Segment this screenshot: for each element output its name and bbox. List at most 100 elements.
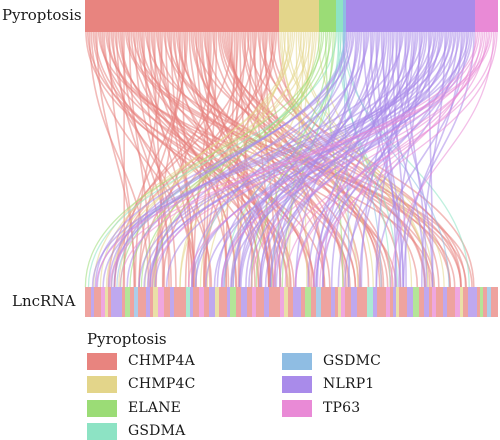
lncrna-node [447,287,450,317]
lncrna-node [419,287,424,317]
lncrna-node [215,287,219,317]
legend-label-nlrp1: NLRP1 [323,376,374,392]
lncrna-node [377,287,380,317]
lncrna-node [321,287,326,317]
lncrna-node [91,287,94,317]
lncrna-node [174,287,180,317]
lncrna-node [393,287,396,317]
pyroptosis-node-tp63 [475,0,498,32]
lncrna-node [424,287,429,317]
lncrna-node [477,287,480,317]
lncrna-node [190,287,193,317]
lncrna-node [468,287,473,317]
lncrna-node [450,287,455,317]
lncrna-node [111,287,116,317]
lncrna-node [108,287,111,317]
lncrna-node [436,287,439,317]
lncrna-node [367,287,373,317]
lncrna-node [311,287,316,317]
lncrna-node [164,287,170,317]
lncrna-node [460,287,463,317]
lncrna-node [487,287,491,317]
lncrna-node [439,287,443,317]
lncrna-node [158,287,164,317]
lncrna-node [351,287,357,317]
lncrna-node [407,287,413,317]
lncrna-node [196,287,199,317]
lncrna-node [480,287,483,317]
pyroptosis-node-gsdmc [343,0,346,32]
lncrna-node [491,287,494,317]
lncrna-node [141,287,146,317]
lncrna-node [380,287,386,317]
legend-swatch-nlrp1 [282,376,312,393]
lncrna-node [146,287,150,317]
legend-label-tp63: TP63 [323,400,360,416]
lncrna-node [236,287,241,317]
pyroptosis-node-gsdma [336,0,343,32]
pyroptosis-node-nlrp1 [346,0,475,32]
lncrna-node [316,287,321,317]
lncrna-node [483,287,487,317]
lncrna-node [396,287,399,317]
legend-label-elane: ELANE [128,400,181,416]
lncrna-node [331,287,335,317]
lncrna-node [199,287,204,317]
pyroptosis-node-elane [319,0,336,32]
lncrna-node [261,287,264,317]
lncrna-node [122,287,125,317]
lncrna-node [399,287,403,317]
legend-swatch-gsdmc [282,353,312,370]
lncrna-node [98,287,101,317]
lncrna-node [494,287,498,317]
legend-swatch-gsdma [87,423,117,440]
lncrna-node [341,287,345,317]
pyroptosis-node-bar [85,0,498,32]
lncrna-node [463,287,468,317]
legend-item-nlrp1: NLRP1 [282,375,374,393]
lncrna-node [443,287,447,317]
lncrna-node [357,287,363,317]
lncrna-node [105,287,108,317]
lncrna-node [429,287,432,317]
pyroptosis-node-chmp4a [85,0,279,32]
lncrna-node [288,287,293,317]
lncrna-node [269,287,275,317]
lncrna-node [101,287,105,317]
pyroptosis-axis-label: Pyroptosis [2,8,82,23]
lncrna-node [338,287,341,317]
legend-swatch-tp63 [282,400,312,417]
legend-label-gsdmc: GSDMC [323,353,381,369]
lncrna-node [193,287,196,317]
lncrna-node [335,287,338,317]
lncrna-node [390,287,393,317]
lncrna-node [85,287,91,317]
legend-label-chmp4a: CHMP4A [128,353,195,369]
lncrna-node [280,287,284,317]
lncrna-node [204,287,209,317]
lncrna-node [264,287,269,317]
lncrna-node [298,287,301,317]
lncrna-node-bar [85,287,498,317]
lncrna-node [403,287,407,317]
lncrna-node [284,287,288,317]
lncrna-node [473,287,477,317]
pyroptosis-node-chmp4c [279,0,319,32]
lncrna-node [293,287,298,317]
lncrna-node [241,287,247,317]
lncrna-node [180,287,186,317]
lncrna-node [209,287,215,317]
legend-item-tp63: TP63 [282,399,360,417]
legend-item-elane: ELANE [87,399,181,417]
lncrna-node [116,287,122,317]
lncrna-node [134,287,138,317]
lncrna-node [138,287,141,317]
legend-label-gsdma: GSDMA [128,423,185,439]
legend-item-chmp4a: CHMP4A [87,352,195,370]
lncrna-node [170,287,174,317]
lncrna-node [230,287,236,317]
lncrna-node [305,287,311,317]
lncrna-node [455,287,460,317]
lncrna-node [326,287,331,317]
legend-title: Pyroptosis [87,330,167,348]
